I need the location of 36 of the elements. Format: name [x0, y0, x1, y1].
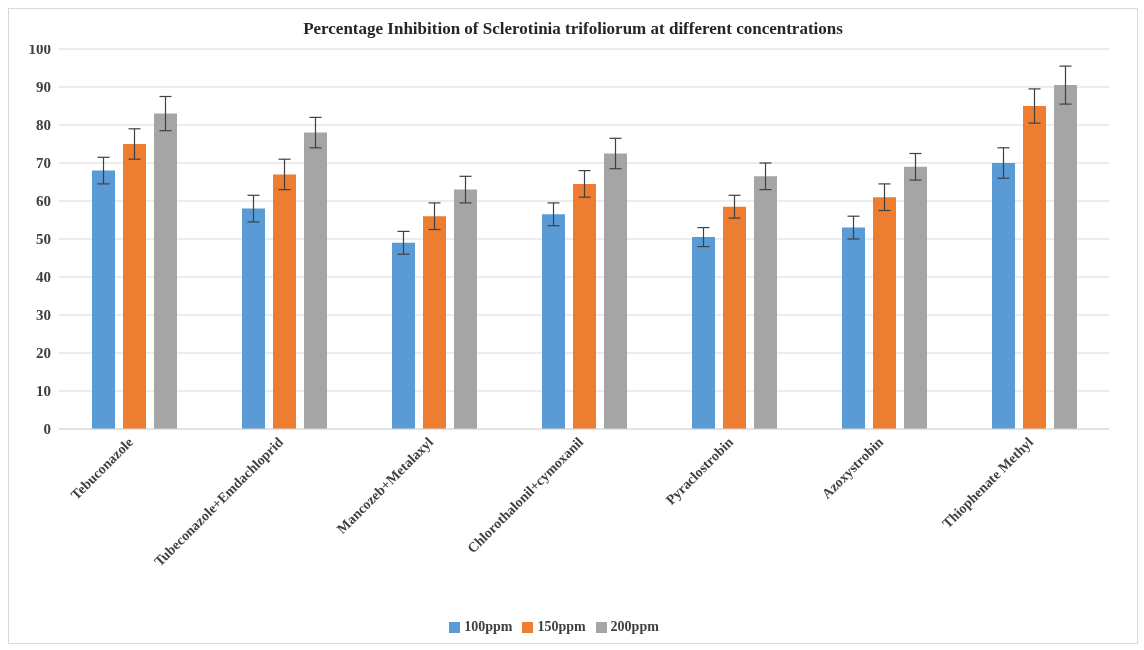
y-tick-label: 90	[36, 79, 51, 96]
bar	[992, 163, 1015, 429]
y-tick-label: 20	[36, 345, 51, 362]
y-tick-label: 40	[36, 269, 51, 286]
legend-label: 100ppm	[464, 619, 513, 634]
bar	[123, 144, 146, 429]
bar	[92, 170, 115, 429]
legend-label: 200ppm	[610, 619, 659, 634]
y-tick-label: 50	[36, 231, 51, 248]
y-tick-label: 60	[36, 193, 51, 210]
bar	[604, 153, 627, 429]
bar	[392, 242, 415, 429]
bar	[242, 208, 265, 429]
bar	[873, 197, 896, 429]
bar	[1054, 85, 1077, 429]
bar	[1023, 106, 1046, 429]
bar	[542, 214, 565, 429]
bar	[754, 176, 777, 429]
bar	[573, 183, 596, 429]
y-tick-label: 80	[36, 117, 51, 134]
bar	[723, 206, 746, 429]
bar	[454, 189, 477, 429]
legend-label: 150ppm	[537, 619, 586, 634]
chart-title: Percentage Inhibition of Sclerotinia trifoliorum at different concentrations	[303, 19, 843, 38]
bar	[842, 227, 865, 429]
bar	[154, 113, 177, 429]
bar	[423, 216, 446, 429]
bar	[904, 166, 927, 429]
bar	[304, 132, 327, 429]
y-tick-label: 100	[28, 41, 51, 58]
bar	[692, 237, 715, 429]
bar	[273, 174, 296, 429]
y-tick-label: 70	[36, 155, 51, 172]
y-tick-label: 10	[36, 383, 51, 400]
y-tick-label: 30	[36, 307, 51, 324]
y-tick-label: 0	[43, 421, 51, 438]
